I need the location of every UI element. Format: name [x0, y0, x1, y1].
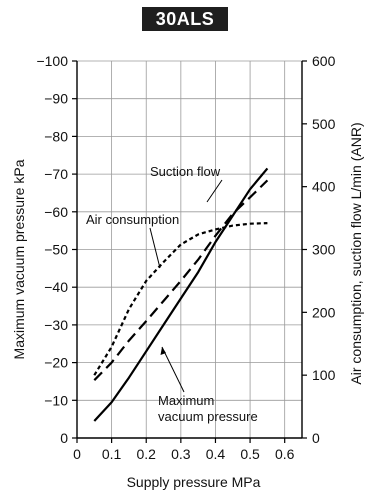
y-left-tick-label: −50: [44, 242, 68, 258]
x-tick-label: 0.3: [171, 446, 191, 462]
y-left-tick-label: −60: [44, 204, 68, 220]
y-left-tick-label: −40: [44, 279, 68, 295]
grid: [77, 60, 302, 438]
annotation-max-vacuum-line1: Maximum: [158, 393, 214, 408]
x-tick-label: 0.5: [240, 446, 260, 462]
y-left-tick-label: −10: [44, 392, 68, 408]
series-line-air-consumption: [93, 179, 269, 381]
y-left-tick-label: −80: [44, 128, 68, 144]
y-left-tick-label: −30: [44, 317, 68, 333]
x-tick-label: 0.6: [275, 446, 295, 462]
x-tick-label: 0.2: [136, 446, 156, 462]
y-left-tick-label: −20: [44, 355, 68, 371]
y-left-tick-label: −100: [36, 53, 68, 69]
series-line-suction-flow: [93, 222, 268, 376]
x-tick-label: 0: [73, 446, 81, 462]
y-right-tick-label: 500: [312, 116, 336, 132]
annotation-max-vacuum-line2: vacuum pressure: [158, 409, 258, 424]
annotation-leader-air-consumption: [149, 227, 161, 269]
annotation-arrowhead-max-vacuum: [160, 347, 166, 355]
y-left-tick-label: 0: [60, 430, 68, 446]
series-group: [93, 167, 269, 422]
y-right-tick-label: 400: [312, 179, 336, 195]
annotations: Suction flow Air consumption Maximumvacuum…: [86, 164, 258, 424]
axes: 0 0.1 0.2 0.3 0.4 0.5 0.6 0 −10 −20 −30 −40 −50 −60 −7…: [36, 53, 335, 462]
annotation-suction-flow: Suction flow: [150, 164, 221, 179]
y-left-tick-label: −70: [44, 166, 68, 182]
y-right-tick-label: 0: [312, 430, 320, 446]
y-right-tick-label: 600: [312, 53, 336, 69]
annotation-leader-suction-flow: [206, 179, 223, 203]
annotation-air-consumption: Air consumption: [86, 212, 179, 227]
y-right-tick-label: 300: [312, 242, 336, 258]
x-tick-label: 0.1: [102, 446, 122, 462]
annotation-leader-max-vacuum: [161, 346, 185, 393]
y-left-tick-label: −90: [44, 91, 68, 107]
chart-title-badge: 30ALS: [142, 7, 228, 31]
x-tick-label: 0.4: [206, 446, 226, 462]
y-axis-label-left: Maximum vacuum pressure kPa: [11, 159, 27, 359]
y-axis-label-right: Air consumption, suction flow L/min (ANR…: [348, 122, 364, 384]
y-right-tick-label: 100: [312, 367, 336, 383]
x-axis-label: Supply pressure MPa: [127, 474, 261, 490]
axis-labels: Supply pressure MPa Maximum vacuum pressu…: [11, 122, 364, 490]
y-right-tick-label: 200: [312, 304, 336, 320]
